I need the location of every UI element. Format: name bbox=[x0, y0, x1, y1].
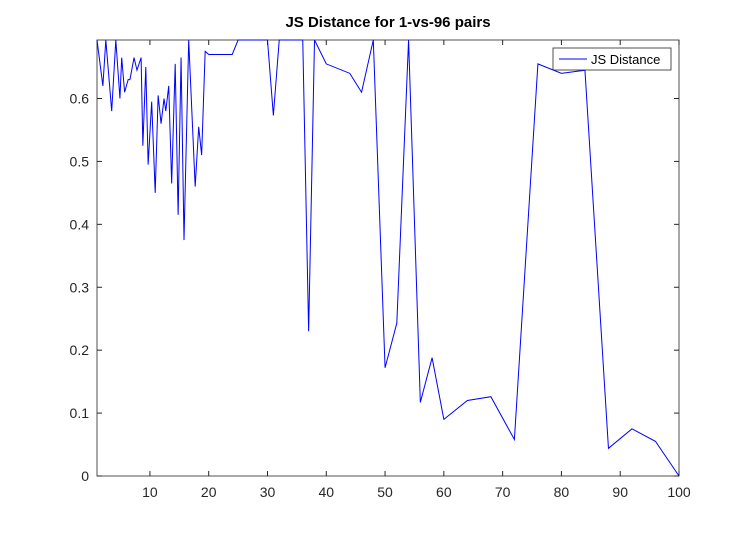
y-tick-label: 0.2 bbox=[70, 342, 90, 358]
y-tick-label: 0.4 bbox=[70, 216, 90, 232]
x-tick-label: 90 bbox=[612, 484, 628, 500]
x-tick-label: 60 bbox=[436, 484, 452, 500]
x-tick-label: 50 bbox=[377, 484, 393, 500]
x-tick-label: 100 bbox=[667, 484, 691, 500]
data-line bbox=[96, 39, 680, 477]
chart-title: JS Distance for 1-vs-96 pairs bbox=[285, 14, 490, 31]
y-tick-label: 0.3 bbox=[70, 279, 90, 295]
y-tick-label: 0 bbox=[81, 468, 89, 484]
x-tick-label: 30 bbox=[260, 484, 276, 500]
y-tick-label: 0.5 bbox=[70, 153, 90, 169]
x-tick-label: 70 bbox=[495, 484, 511, 500]
x-tick-label: 20 bbox=[201, 484, 217, 500]
x-tick-label: 80 bbox=[554, 484, 570, 500]
x-tick-label: 40 bbox=[318, 484, 334, 500]
plot-area bbox=[96, 39, 680, 477]
legend-box bbox=[552, 47, 672, 71]
y-tick-label: 0.1 bbox=[70, 405, 90, 421]
legend-label: JS Distance bbox=[591, 52, 660, 67]
y-tick-label: 0.6 bbox=[70, 91, 90, 107]
x-tick-label: 10 bbox=[142, 484, 158, 500]
